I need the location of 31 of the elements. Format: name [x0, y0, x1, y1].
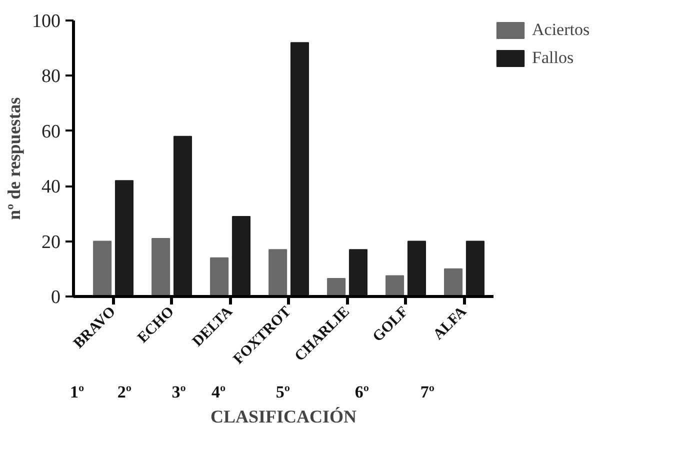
y-tick-label: 60 — [42, 121, 60, 142]
y-tick-label: 40 — [42, 176, 60, 198]
bar — [93, 240, 112, 296]
x-axis-title: CLASIFICACIÓN — [210, 406, 357, 426]
legend-label: Aciertos — [532, 20, 590, 40]
bar — [210, 257, 229, 296]
text: 2º — [117, 382, 132, 402]
text: 1º — [70, 382, 84, 402]
bar — [268, 249, 288, 296]
text: 4º — [212, 382, 226, 402]
bar — [232, 216, 251, 296]
y-tick-label: 80 — [42, 66, 60, 88]
bar — [114, 180, 134, 296]
bar — [173, 136, 192, 296]
bar — [348, 249, 368, 296]
y-axis-title: nº de respuestas — [4, 97, 24, 220]
bar — [466, 240, 484, 296]
y-tick-label: 100 — [32, 11, 60, 32]
bar — [327, 278, 346, 296]
bar — [386, 275, 404, 296]
bar — [152, 238, 170, 296]
bar — [290, 42, 310, 296]
text: 7º — [420, 382, 435, 402]
text: 5º — [276, 382, 290, 402]
y-tick-label: 0 — [51, 287, 60, 308]
bar — [407, 240, 426, 296]
legend-label: Fallos — [532, 48, 574, 68]
y-tick-label: 20 — [42, 232, 60, 253]
text: 3º — [172, 382, 186, 402]
bar — [444, 268, 463, 296]
text: 6º — [354, 382, 370, 402]
